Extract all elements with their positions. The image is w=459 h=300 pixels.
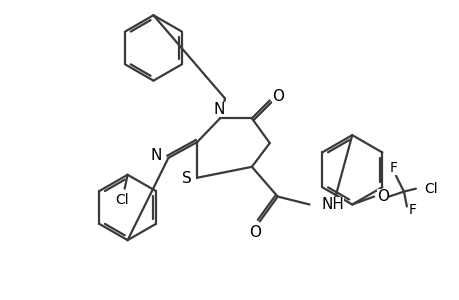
Text: O: O (376, 189, 388, 204)
Text: O: O (271, 89, 283, 104)
Text: Cl: Cl (115, 193, 128, 206)
Text: N: N (151, 148, 162, 164)
Text: NH: NH (321, 197, 344, 212)
Text: F: F (408, 203, 416, 218)
Text: O: O (248, 225, 260, 240)
Text: S: S (182, 171, 192, 186)
Text: F: F (389, 161, 397, 175)
Text: N: N (213, 102, 224, 117)
Text: Cl: Cl (423, 182, 437, 196)
